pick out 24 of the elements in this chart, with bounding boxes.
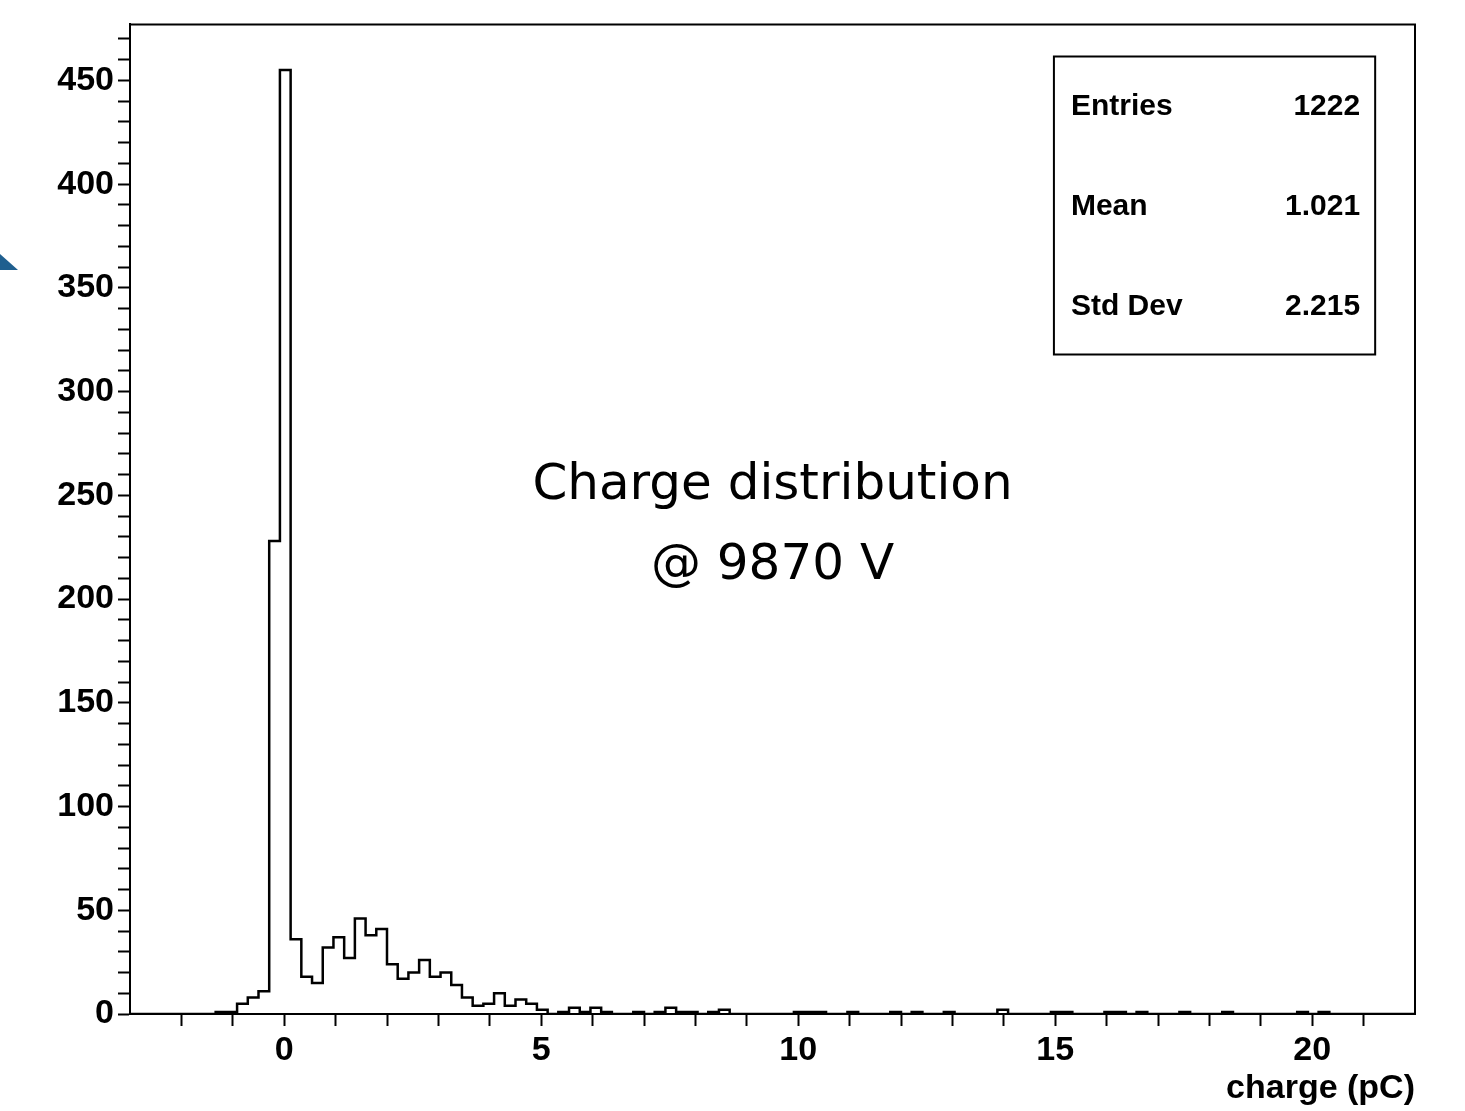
y-tick-label: 150 [57,681,114,720]
annotation: 2.215 [1285,287,1361,321]
annotation: 1222 [1293,87,1361,121]
y-tick-label: 350 [57,266,114,305]
y-tick-label: 300 [57,369,114,408]
x-tick-label: 0 [274,1028,294,1067]
text: @ 9870 V [650,532,895,591]
y-tick-label: 0 [95,992,114,1031]
y-tick-label: 400 [57,162,114,201]
y-tick-label: 50 [76,888,114,927]
y-tick-label: 100 [57,784,114,823]
y-tick-label: 250 [57,473,114,512]
y-tick-label: 450 [57,58,114,97]
x-axis-title: charge (pC) [1226,1066,1415,1105]
x-tick-label: 15 [1036,1028,1075,1067]
annotation: 1.021 [1285,187,1361,221]
text: Charge distribution [532,452,1013,511]
y-tick-label: 200 [57,577,114,616]
x-tick-label: 10 [779,1028,818,1067]
annotation: Mean [1070,187,1148,221]
annotation: Std Dev [1070,287,1183,321]
x-tick-label: 5 [531,1028,551,1067]
annotation: Entries [1070,87,1173,121]
x-tick-label: 20 [1293,1028,1332,1067]
